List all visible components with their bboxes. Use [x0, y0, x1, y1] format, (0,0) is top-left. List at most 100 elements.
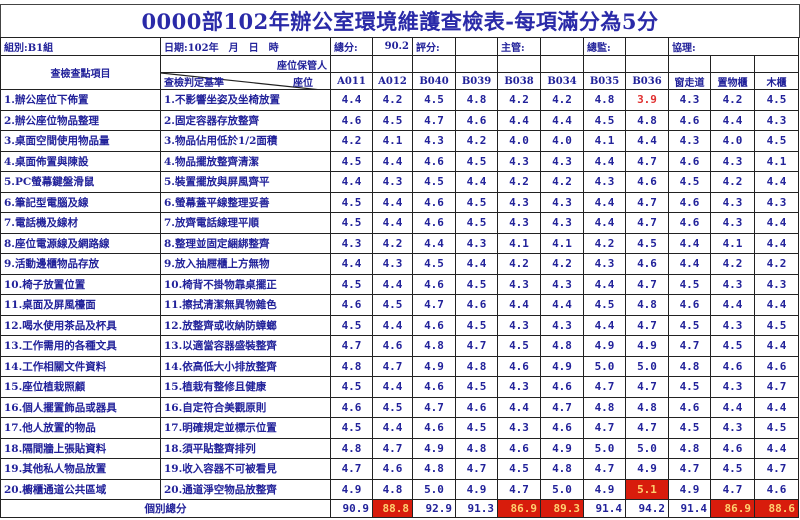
total-score-cell[interactable]: 91.4 [668, 499, 711, 518]
score-cell[interactable]: 4.6 [497, 355, 541, 377]
score-cell[interactable]: 5.0 [625, 437, 669, 459]
score-cell[interactable]: 4.5 [372, 396, 413, 418]
total-score-cell[interactable]: 92.9 [412, 499, 456, 518]
score-cell[interactable]: 4.6 [455, 109, 498, 131]
score-cell[interactable]: 4.4 [754, 212, 799, 234]
total-score-cell[interactable]: 94.2 [625, 499, 669, 518]
score-cell[interactable]: 4.2 [372, 232, 413, 254]
score-cell[interactable]: 4.4 [330, 253, 373, 275]
score-cell[interactable]: 4.7 [372, 437, 413, 459]
score-cell[interactable]: 4.3 [497, 191, 541, 213]
score-value[interactable] [455, 37, 498, 56]
score-cell[interactable]: 4.5 [330, 417, 373, 439]
score-cell[interactable]: 4.8 [455, 355, 498, 377]
score-cell[interactable]: 4.9 [583, 478, 626, 500]
score-cell[interactable]: 4.3 [710, 191, 755, 213]
score-cell[interactable]: 4.4 [625, 130, 669, 152]
score-cell[interactable]: 4.3 [540, 212, 584, 234]
score-cell[interactable]: 4.3 [540, 150, 584, 172]
score-cell[interactable]: 4.5 [754, 130, 799, 152]
score-cell[interactable]: 4.8 [583, 396, 626, 418]
score-cell[interactable]: 4.3 [372, 253, 413, 275]
total-score-cell[interactable]: 90.9 [330, 499, 373, 518]
score-cell[interactable]: 4.4 [497, 396, 541, 418]
score-cell[interactable]: 4.4 [372, 376, 413, 398]
score-cell[interactable]: 4.6 [455, 294, 498, 316]
score-cell[interactable]: 4.4 [412, 232, 456, 254]
score-cell[interactable]: 4.4 [668, 232, 711, 254]
score-cell[interactable]: 4.5 [372, 294, 413, 316]
score-cell[interactable]: 4.9 [625, 458, 669, 480]
score-cell[interactable]: 4.3 [583, 171, 626, 193]
score-cell[interactable]: 4.2 [754, 253, 799, 275]
score-cell[interactable]: 4.7 [754, 376, 799, 398]
score-cell[interactable]: 4.4 [710, 294, 755, 316]
score-cell[interactable]: 4.4 [372, 314, 413, 336]
score-cell[interactable]: 4.5 [754, 89, 799, 111]
score-cell[interactable]: 4.3 [710, 376, 755, 398]
score-cell[interactable]: 4.4 [497, 294, 541, 316]
score-cell[interactable]: 4.8 [455, 437, 498, 459]
score-cell[interactable]: 4.6 [668, 294, 711, 316]
score-cell[interactable]: 4.1 [540, 232, 584, 254]
score-cell[interactable]: 4.2 [540, 253, 584, 275]
score-cell[interactable]: 4.5 [330, 376, 373, 398]
score-cell[interactable]: 4.4 [372, 150, 413, 172]
score-cell[interactable]: 4.8 [668, 437, 711, 459]
score-cell[interactable]: 4.8 [412, 458, 456, 480]
total-score-cell[interactable]: 89.3 [540, 499, 584, 518]
score-cell[interactable]: 4.4 [754, 294, 799, 316]
score-cell[interactable]: 4.5 [754, 417, 799, 439]
score-cell[interactable]: 4.2 [583, 232, 626, 254]
score-cell[interactable]: 4.3 [710, 273, 755, 295]
score-cell[interactable]: 5.0 [412, 478, 456, 500]
score-cell[interactable]: 4.4 [583, 191, 626, 213]
score-cell[interactable]: 4.6 [668, 150, 711, 172]
score-cell[interactable]: 4.4 [330, 89, 373, 111]
score-cell[interactable]: 4.4 [497, 109, 541, 131]
score-cell[interactable]: 4.8 [330, 355, 373, 377]
score-cell[interactable]: 4.5 [625, 232, 669, 254]
score-cell[interactable]: 4.6 [412, 417, 456, 439]
score-cell[interactable]: 4.7 [497, 478, 541, 500]
score-cell[interactable]: 4.5 [412, 171, 456, 193]
score-cell[interactable]: 4.9 [330, 478, 373, 500]
director-value[interactable] [625, 37, 669, 56]
score-cell[interactable]: 4.3 [754, 109, 799, 131]
score-cell[interactable]: 4.3 [497, 314, 541, 336]
score-cell[interactable]: 4.7 [625, 191, 669, 213]
score-cell[interactable]: 4.8 [372, 478, 413, 500]
total-score-cell[interactable]: 88.6 [754, 499, 799, 518]
score-cell[interactable]: 4.2 [710, 253, 755, 275]
score-cell[interactable]: 4.6 [412, 150, 456, 172]
score-cell[interactable]: 4.9 [625, 335, 669, 357]
score-cell[interactable]: 4.4 [710, 109, 755, 131]
score-cell[interactable]: 4.7 [540, 396, 584, 418]
score-cell[interactable]: 4.7 [583, 458, 626, 480]
score-cell[interactable]: 4.1 [583, 130, 626, 152]
score-cell[interactable]: 4.9 [540, 437, 584, 459]
score-cell[interactable]: 4.4 [668, 253, 711, 275]
total-score-cell[interactable]: 86.9 [710, 499, 755, 518]
score-cell[interactable]: 4.4 [540, 294, 584, 316]
score-cell[interactable]: 4.5 [455, 150, 498, 172]
score-cell[interactable]: 4.7 [668, 335, 711, 357]
score-cell[interactable]: 4.5 [330, 314, 373, 336]
score-cell[interactable]: 4.7 [412, 109, 456, 131]
score-cell[interactable]: 4.4 [372, 417, 413, 439]
score-cell[interactable]: 4.5 [330, 150, 373, 172]
score-cell[interactable]: 4.6 [625, 171, 669, 193]
score-cell[interactable]: 4.5 [330, 191, 373, 213]
score-cell[interactable]: 4.9 [668, 478, 711, 500]
score-cell[interactable]: 4.3 [497, 150, 541, 172]
score-cell[interactable]: 4.7 [625, 273, 669, 295]
score-cell[interactable]: 4.6 [412, 376, 456, 398]
score-cell[interactable]: 4.5 [583, 109, 626, 131]
score-cell[interactable]: 4.5 [497, 458, 541, 480]
score-cell[interactable]: 4.7 [625, 212, 669, 234]
score-cell[interactable]: 4.0 [497, 130, 541, 152]
score-cell[interactable]: 4.7 [583, 417, 626, 439]
score-cell[interactable]: 4.3 [497, 273, 541, 295]
score-cell[interactable]: 4.0 [710, 130, 755, 152]
score-cell[interactable]: 4.6 [372, 458, 413, 480]
